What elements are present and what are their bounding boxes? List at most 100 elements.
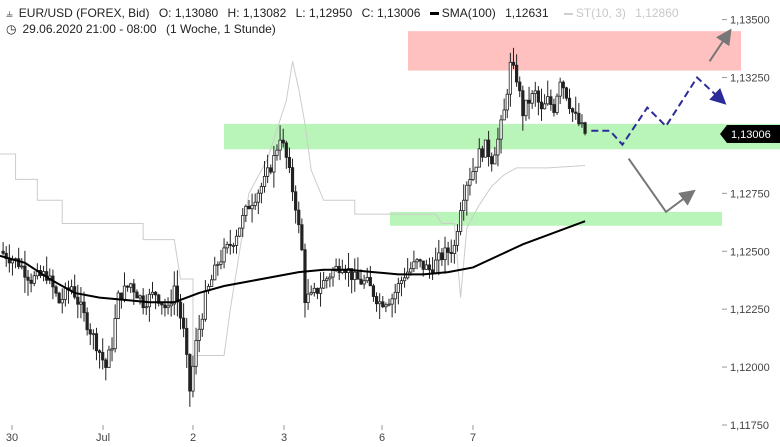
candle-body bbox=[486, 139, 491, 157]
candlestick-icon: ⫨ bbox=[6, 6, 13, 20]
y-tick-label: 1,12750 bbox=[730, 188, 770, 200]
candle-body bbox=[328, 276, 332, 280]
candle-body bbox=[234, 235, 239, 246]
candle-body bbox=[266, 167, 270, 177]
y-tick-label: 1,12250 bbox=[730, 304, 770, 316]
candle-body bbox=[216, 263, 220, 266]
candle-body bbox=[462, 199, 466, 212]
candle-body bbox=[17, 258, 21, 267]
candle-body bbox=[191, 365, 195, 392]
candle-body bbox=[365, 277, 369, 282]
candle-body bbox=[564, 87, 568, 99]
candle-body bbox=[138, 295, 142, 299]
candle-body bbox=[256, 192, 260, 203]
candle-body bbox=[284, 142, 288, 158]
candle-body bbox=[571, 108, 575, 113]
candle-body bbox=[518, 81, 522, 92]
current-price-label: 1,13006 bbox=[731, 129, 771, 141]
candle-body bbox=[558, 81, 562, 97]
candle-body bbox=[63, 287, 67, 300]
candle-body bbox=[530, 93, 534, 104]
candle-body bbox=[331, 270, 335, 278]
candle-body bbox=[452, 244, 456, 254]
candle-body bbox=[374, 296, 379, 305]
candle-body bbox=[101, 352, 105, 361]
candle-body bbox=[185, 327, 189, 355]
candle-body bbox=[315, 287, 320, 294]
candle-body bbox=[32, 275, 36, 284]
candle-body bbox=[23, 265, 27, 278]
candle-body bbox=[511, 61, 516, 66]
candle-body bbox=[580, 122, 584, 125]
supertrend-line bbox=[0, 61, 586, 356]
x-tick-label: 2 bbox=[190, 432, 196, 444]
candle-body bbox=[555, 95, 559, 113]
candle-body bbox=[290, 167, 295, 193]
candle-body bbox=[368, 277, 372, 287]
candle-body bbox=[178, 301, 183, 319]
chart-subheader: ◷ 29.06.2020 21:00 - 08:00 (1 Woche, 1 St… bbox=[6, 22, 282, 36]
candle-body bbox=[200, 318, 204, 330]
x-tick-label: 6 bbox=[379, 432, 385, 444]
y-tick-label: 1,13250 bbox=[730, 73, 770, 85]
y-tick-label: 1,12000 bbox=[730, 362, 770, 374]
candle-body bbox=[194, 340, 198, 367]
candle-body bbox=[446, 247, 450, 253]
st-label: ST(10, 3) bbox=[575, 6, 626, 20]
sma-legend-swatch bbox=[429, 12, 439, 16]
candle-body bbox=[325, 278, 329, 281]
candle-body bbox=[415, 259, 419, 263]
candle-body bbox=[359, 278, 363, 285]
candle-body bbox=[225, 243, 229, 249]
candle-body bbox=[502, 109, 506, 121]
candle-body bbox=[278, 139, 282, 151]
candle-body bbox=[418, 259, 422, 262]
candle-body bbox=[203, 290, 207, 320]
candle-body bbox=[552, 104, 556, 113]
candle-body bbox=[574, 111, 578, 114]
candle-body bbox=[1, 250, 5, 254]
candle-body bbox=[113, 318, 117, 350]
candle-body bbox=[393, 291, 397, 300]
candle-body bbox=[384, 304, 388, 308]
y-tick-label: 1,12500 bbox=[730, 246, 770, 258]
candle-body bbox=[312, 287, 316, 293]
candle-body bbox=[371, 285, 376, 297]
bull_up-scenario-arrow bbox=[708, 28, 732, 62]
candle-body bbox=[104, 359, 108, 368]
open-value: O: 1,13080 bbox=[158, 6, 219, 20]
candle-body bbox=[157, 294, 161, 304]
candle-body bbox=[287, 156, 292, 169]
candle-body bbox=[468, 179, 472, 186]
candle-body bbox=[399, 280, 404, 285]
sma-line bbox=[0, 220, 586, 304]
candle-body bbox=[238, 227, 242, 237]
candle-body bbox=[57, 292, 61, 304]
candle-body bbox=[567, 97, 572, 110]
candle-body bbox=[222, 247, 226, 263]
candle-body bbox=[443, 247, 447, 261]
candle-body bbox=[244, 205, 248, 216]
bear-scenario-arrow bbox=[627, 158, 696, 214]
candle-body bbox=[465, 184, 469, 201]
candle-body bbox=[527, 99, 531, 104]
candle-body bbox=[135, 291, 139, 299]
candle-body bbox=[378, 301, 382, 305]
candle-body bbox=[172, 285, 176, 305]
candle-body bbox=[132, 283, 136, 293]
candle-body bbox=[169, 303, 173, 307]
clock-icon: ◷ bbox=[6, 22, 17, 36]
candle-body bbox=[259, 186, 264, 194]
candle-body bbox=[294, 191, 298, 211]
candle-body bbox=[197, 328, 201, 341]
candle-body bbox=[219, 261, 223, 265]
candle-body bbox=[490, 156, 494, 165]
candle-body bbox=[228, 243, 232, 246]
candle-body bbox=[262, 175, 267, 187]
candle-body bbox=[505, 93, 509, 111]
candle-body bbox=[521, 90, 525, 117]
candle-body bbox=[546, 96, 550, 105]
candle-body bbox=[241, 215, 245, 229]
candle-body bbox=[561, 81, 565, 89]
